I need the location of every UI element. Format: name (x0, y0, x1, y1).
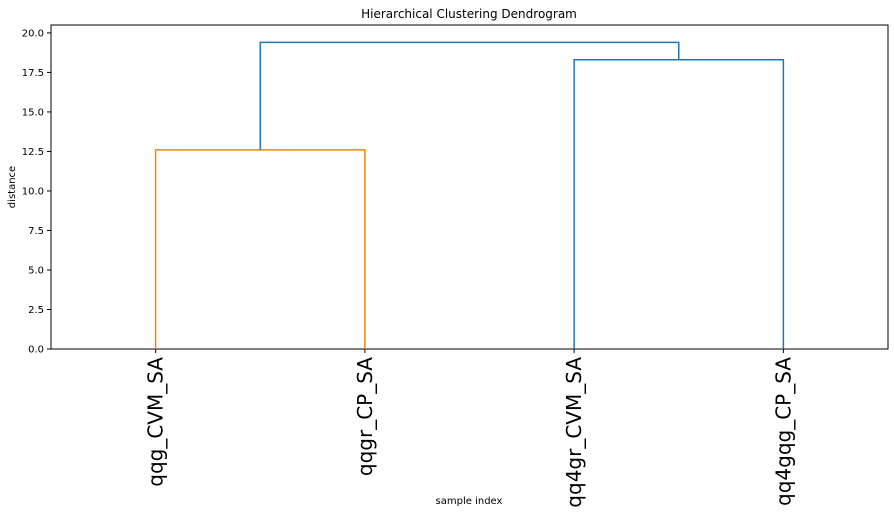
y-tick-label: 17.5 (22, 68, 44, 79)
x-axis-label: sample index (436, 496, 503, 507)
plot-frame (50, 24, 889, 350)
y-axis-ticks: 0.0 2.5 5.0 7.5 10.0 12.5 15.0 17.5 20.0 (22, 28, 51, 356)
chart-title: Hierarchical Clustering Dendrogram (361, 7, 577, 21)
y-tick-label: 20.0 (22, 28, 44, 39)
dendrogram-links (154, 41, 785, 349)
dendrogram-link (259, 41, 680, 150)
dendrogram-link (154, 149, 366, 349)
y-axis-label: distance (7, 166, 18, 208)
y-tick-label: 0.0 (28, 345, 44, 356)
y-tick-label: 2.5 (28, 305, 44, 316)
leaf-label: qq4gqg_CP_SA (771, 357, 795, 506)
leaf-label: qqg_CVM_SA (144, 357, 168, 487)
leaf-labels: qqg_CVM_SA qqgr_CP_SA qq4gr_CVM_SA qq4gqg_C… (144, 349, 795, 508)
y-tick-label: 5.0 (28, 265, 44, 276)
y-tick-label: 12.5 (22, 147, 44, 158)
dendrogram-link (573, 59, 785, 349)
y-tick-label: 15.0 (22, 107, 44, 118)
leaf-label: qq4gr_CVM_SA (562, 357, 586, 508)
y-tick-label: 7.5 (28, 226, 44, 237)
leaf-label: qqgr_CP_SA (353, 357, 377, 476)
y-tick-label: 10.0 (22, 186, 44, 197)
